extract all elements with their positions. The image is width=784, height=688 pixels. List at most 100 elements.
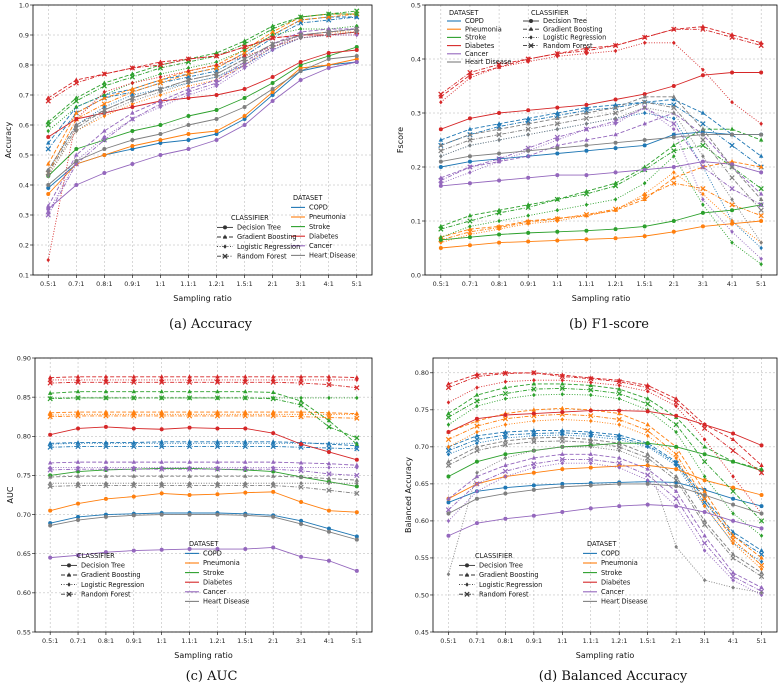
- data-point: [560, 405, 565, 410]
- data-point: [242, 65, 247, 71]
- x-tick-label: 1.1:1: [583, 637, 599, 645]
- data-point: [642, 164, 647, 169]
- data-point: [526, 202, 531, 207]
- data-point: [74, 122, 79, 127]
- data-point: [45, 146, 51, 152]
- data-point: [730, 555, 736, 561]
- data-point: [270, 87, 275, 91]
- data-point: [671, 165, 676, 169]
- data-point: [758, 551, 765, 557]
- legend-marker: [528, 26, 534, 31]
- data-point: [271, 441, 275, 446]
- data-point: [270, 99, 275, 103]
- legend-label: Pneumonia: [601, 559, 638, 567]
- data-point: [158, 153, 163, 157]
- data-point: [555, 105, 560, 110]
- data-point: [48, 555, 53, 560]
- series-line: [448, 446, 762, 594]
- data-point: [584, 137, 589, 142]
- data-point: [46, 135, 51, 139]
- x-tick-label: 0.7:1: [70, 637, 86, 645]
- data-point: [467, 154, 472, 159]
- x-tick-label: 5:1: [352, 280, 362, 288]
- data-point: [159, 491, 164, 496]
- data-point: [131, 395, 137, 401]
- y-tick-label: 0.70: [17, 511, 31, 519]
- data-point: [270, 32, 275, 38]
- series-line: [50, 397, 357, 439]
- data-point: [76, 441, 80, 446]
- series-line: [47, 34, 357, 261]
- data-point: [474, 459, 479, 464]
- data-point: [730, 447, 736, 454]
- data-point: [214, 129, 219, 133]
- data-point: [503, 438, 508, 443]
- data-point: [531, 435, 537, 440]
- data-point: [326, 374, 332, 379]
- data-point: [214, 466, 221, 472]
- data-point: [560, 434, 565, 439]
- data-point: [532, 465, 536, 470]
- x-tick-label: 0.5:1: [433, 280, 449, 288]
- data-point: [186, 96, 191, 100]
- legend-marker: [529, 35, 533, 40]
- data-point: [242, 466, 248, 472]
- data-point: [158, 98, 163, 103]
- data-point: [645, 459, 650, 464]
- data-point: [187, 512, 192, 517]
- x-axis-label: Sampling ratio: [572, 294, 631, 303]
- data-point: [559, 373, 565, 380]
- data-point: [503, 455, 508, 461]
- data-point: [241, 50, 248, 56]
- legend-marker: [465, 582, 469, 587]
- data-point: [617, 410, 622, 416]
- series-line: [440, 128, 762, 227]
- data-point: [439, 100, 443, 105]
- data-point: [645, 433, 650, 438]
- data-point: [642, 92, 647, 97]
- data-point: [645, 396, 650, 401]
- data-point: [103, 459, 109, 464]
- data-point: [531, 370, 537, 376]
- data-point: [645, 466, 650, 471]
- plot-frame: [424, 4, 778, 276]
- data-point: [298, 63, 303, 67]
- data-point: [555, 215, 560, 220]
- data-point: [242, 87, 247, 91]
- x-tick-label: 0.7:1: [68, 280, 84, 288]
- data-point: [270, 81, 275, 85]
- data-point: [158, 123, 163, 127]
- y-tick-label: 0.80: [415, 369, 429, 377]
- data-point: [270, 389, 276, 395]
- data-point: [103, 550, 108, 555]
- data-point: [503, 485, 508, 490]
- data-point: [759, 170, 764, 175]
- legend-marker: [528, 42, 534, 49]
- x-tick-label: 0.8:1: [96, 280, 112, 288]
- data-point: [131, 379, 137, 385]
- data-point: [438, 165, 443, 169]
- series-line: [448, 387, 762, 522]
- data-point: [531, 483, 536, 488]
- data-point: [584, 102, 589, 107]
- series-line: [48, 49, 357, 138]
- data-point: [617, 383, 621, 388]
- data-point: [642, 143, 647, 148]
- data-point: [555, 146, 560, 151]
- data-point: [215, 473, 220, 478]
- data-point: [243, 513, 248, 518]
- series-line: [440, 96, 762, 200]
- data-point: [270, 409, 276, 414]
- data-point: [583, 115, 590, 122]
- series-group: [47, 374, 360, 573]
- data-point: [559, 456, 565, 463]
- legend-marker: [222, 253, 228, 259]
- y-tick-label: 0.55: [415, 554, 429, 562]
- data-point: [270, 75, 275, 79]
- series-line: [440, 131, 762, 168]
- data-point: [731, 511, 735, 516]
- series-line: [448, 372, 762, 466]
- data-point: [642, 196, 647, 201]
- data-point: [555, 151, 560, 156]
- data-point: [584, 148, 589, 153]
